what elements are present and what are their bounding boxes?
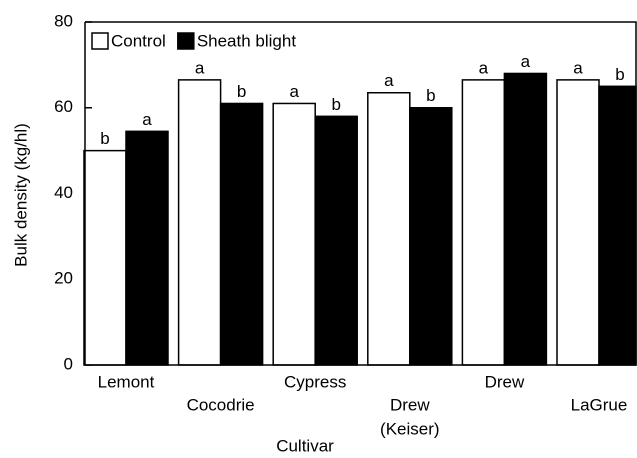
x-tick-label: Cypress bbox=[284, 372, 346, 391]
value-label: a bbox=[289, 82, 299, 101]
legend-swatch bbox=[177, 32, 195, 50]
value-label: a bbox=[573, 58, 583, 77]
bar bbox=[556, 79, 600, 366]
bar bbox=[503, 72, 548, 366]
x-tick-label: Lemont bbox=[98, 372, 155, 391]
value-label: a bbox=[384, 71, 394, 90]
value-label: b bbox=[237, 82, 246, 101]
bar bbox=[409, 107, 453, 366]
axis-frame bbox=[84, 21, 637, 366]
legend-swatch bbox=[91, 32, 109, 50]
y-tick-label: 60 bbox=[54, 97, 73, 116]
value-label: b bbox=[615, 65, 624, 84]
bar bbox=[177, 79, 222, 366]
bar bbox=[461, 79, 506, 366]
value-label: a bbox=[195, 58, 205, 77]
y-tick-label: 0 bbox=[64, 354, 73, 373]
y-tick-label: 80 bbox=[54, 11, 73, 30]
bar bbox=[314, 115, 358, 366]
legend-label: Sheath blight bbox=[197, 31, 297, 50]
x-tick-label: LaGrue bbox=[571, 395, 628, 414]
x-tick-label: (Keiser) bbox=[380, 419, 440, 438]
value-label: b bbox=[331, 95, 340, 114]
bar bbox=[598, 85, 637, 366]
x-tick-label: Drew bbox=[485, 372, 525, 391]
value-label: a bbox=[521, 52, 531, 71]
bar bbox=[272, 102, 316, 366]
x-tick-label: Drew bbox=[390, 395, 430, 414]
bar bbox=[219, 102, 264, 366]
bar bbox=[367, 91, 411, 366]
y-tick-label: 20 bbox=[54, 269, 73, 288]
value-label: b bbox=[100, 129, 109, 148]
x-axis-label: Cultivar bbox=[276, 436, 334, 455]
bar bbox=[83, 149, 127, 366]
x-tick-label: Cocodrie bbox=[187, 395, 255, 414]
value-label: b bbox=[426, 86, 435, 105]
value-label: a bbox=[142, 110, 152, 129]
y-tick-label: 40 bbox=[54, 183, 73, 202]
value-label: a bbox=[479, 58, 489, 77]
legend-label: Control bbox=[111, 31, 166, 50]
y-axis-label: Bulk density (kg/hl) bbox=[11, 123, 30, 267]
bar bbox=[125, 130, 169, 366]
